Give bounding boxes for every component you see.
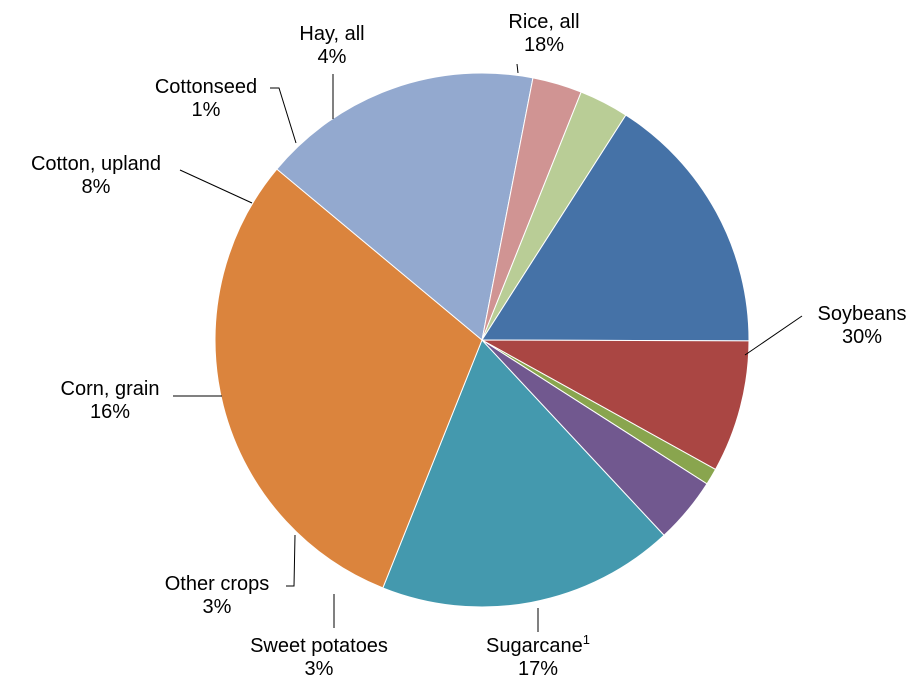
leader-line-cottonseed <box>270 87 297 144</box>
slice-value-cotton-upland: 8% <box>82 176 111 198</box>
slice-label-other-crops: Other crops <box>165 573 269 595</box>
pie-slice-sugarcane <box>276 72 534 341</box>
slice-labels: Rice, all18%Soybeans30%Sugarcane117%Swee… <box>31 11 907 680</box>
slice-value-cottonseed: 1% <box>192 99 221 121</box>
slice-label-hay-all: Hay, all <box>299 23 364 45</box>
pie-slice-rice-all <box>382 339 665 608</box>
slice-label-superscript: 1 <box>583 632 590 647</box>
slice-label-corn-grain: Corn, grain <box>61 378 160 400</box>
slice-value-corn-grain: 16% <box>90 401 130 423</box>
leader-line-cotton-upland <box>179 169 253 204</box>
leader-line-rice-all <box>516 63 519 74</box>
slice-label-cottonseed: Cottonseed <box>155 76 257 98</box>
slice-label-cotton-upland: Cotton, upland <box>31 153 161 175</box>
pie-slice-soybeans <box>214 168 483 589</box>
slice-value-sweet-potatoes: 3% <box>305 658 334 680</box>
pie-slice-corn-grain <box>481 114 750 342</box>
slice-label-rice-all: Rice, all <box>508 11 579 33</box>
leader-line-other-crops <box>286 534 296 587</box>
slice-value-soybeans: 30% <box>842 326 882 348</box>
pie-slice-hay-all <box>481 339 708 536</box>
slice-value-sugarcane: 17% <box>518 658 558 680</box>
leader-line-soybeans <box>744 315 803 356</box>
leader-lines <box>173 63 803 632</box>
slice-label-sugarcane: Sugarcane1 <box>486 632 590 657</box>
slice-label-sweet-potatoes: Sweet potatoes <box>250 635 388 657</box>
slice-label-soybeans: Soybeans <box>818 303 907 325</box>
slice-value-hay-all: 4% <box>318 46 347 68</box>
slice-value-rice-all: 18% <box>524 34 564 56</box>
pie-slices <box>214 72 750 608</box>
slice-value-other-crops: 3% <box>203 596 232 618</box>
pie-slice-cotton-upland <box>481 339 750 471</box>
